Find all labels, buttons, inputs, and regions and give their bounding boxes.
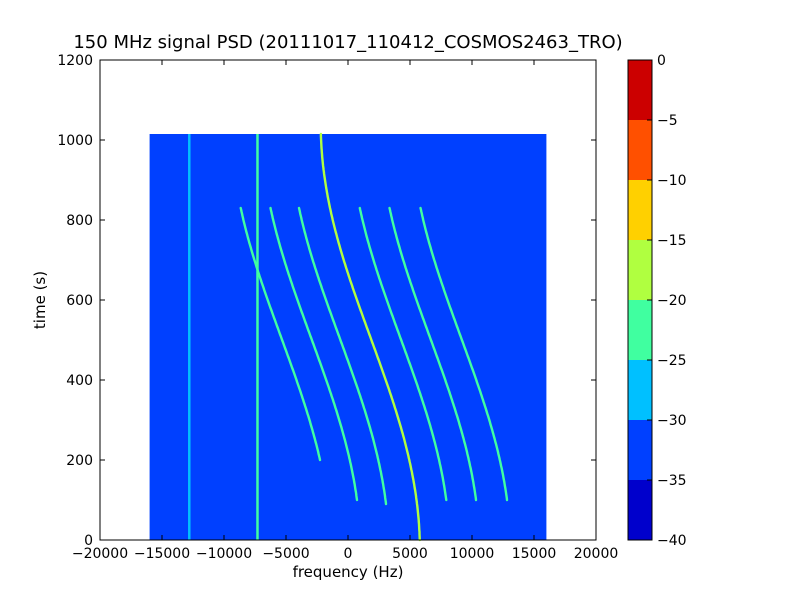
x-tick-label: 15000 <box>512 546 557 562</box>
x-tick-label: 0 <box>344 546 353 562</box>
x-tick-label: −5000 <box>262 546 309 562</box>
colorbar-segment <box>628 420 652 480</box>
y-tick-label: 600 <box>66 293 93 309</box>
colorbar-segment <box>628 480 652 540</box>
colorbar-segment <box>628 180 652 240</box>
signal-track-5 <box>388 206 478 502</box>
colorbar-segment <box>628 120 652 180</box>
y-tick-label: 200 <box>66 453 93 469</box>
colorbar-tick-label: −25 <box>657 353 687 369</box>
colorbar-tick-label: −20 <box>657 293 687 309</box>
colorbar-tick-label: −40 <box>657 533 687 549</box>
colorbar-tick-label: −15 <box>657 233 687 249</box>
y-tick-label: 1200 <box>57 53 93 69</box>
colorbar-tick-label: −35 <box>657 473 687 489</box>
colorbar-tick-label: −30 <box>657 413 687 429</box>
colorbar-tick-label: −5 <box>657 113 678 129</box>
x-tick-label: −10000 <box>196 546 252 562</box>
y-tick-label: 0 <box>84 533 93 549</box>
signal-track-3 <box>358 206 448 502</box>
colorbar-segment <box>628 300 652 360</box>
x-tick-label: −20000 <box>72 546 128 562</box>
chart-title: 150 MHz signal PSD (20111017_110412_COSM… <box>73 32 622 53</box>
y-axis: 0 200 400 600 800 1000 1200 <box>57 53 596 549</box>
x-tick-label: 20000 <box>574 546 619 562</box>
colorbar-segment <box>628 240 652 300</box>
signal-track-6 <box>419 206 509 502</box>
x-tick-label: 10000 <box>450 546 495 562</box>
y-tick-label: 1000 <box>57 133 93 149</box>
y-axis-label: time (s) <box>31 271 49 329</box>
heatmap-layer <box>149 132 547 542</box>
signal-track-2 <box>297 206 388 506</box>
signal-track-4 <box>269 206 359 502</box>
heatmap-background <box>149 134 547 540</box>
x-tick-label: −15000 <box>134 546 190 562</box>
x-tick-label: 5000 <box>392 546 428 562</box>
x-axis-label: frequency (Hz) <box>293 563 404 581</box>
colorbar: −40 −35 −30 −25 −20 −15 −10 −5 0 <box>627 53 687 549</box>
x-axis: −20000 −15000 −10000 −5000 0 5000 10000 15000 20… <box>72 60 618 562</box>
colorbar-tick-label: 0 <box>657 53 666 69</box>
y-tick-label: 400 <box>66 373 93 389</box>
colorbar-segment <box>628 360 652 420</box>
signal-track-1 <box>319 132 421 542</box>
plot-area <box>99 59 597 542</box>
signal-track-7 <box>239 206 322 462</box>
colorbar-segment <box>628 60 652 120</box>
colorbar-tick-label: −10 <box>657 173 687 189</box>
y-tick-label: 800 <box>66 213 93 229</box>
